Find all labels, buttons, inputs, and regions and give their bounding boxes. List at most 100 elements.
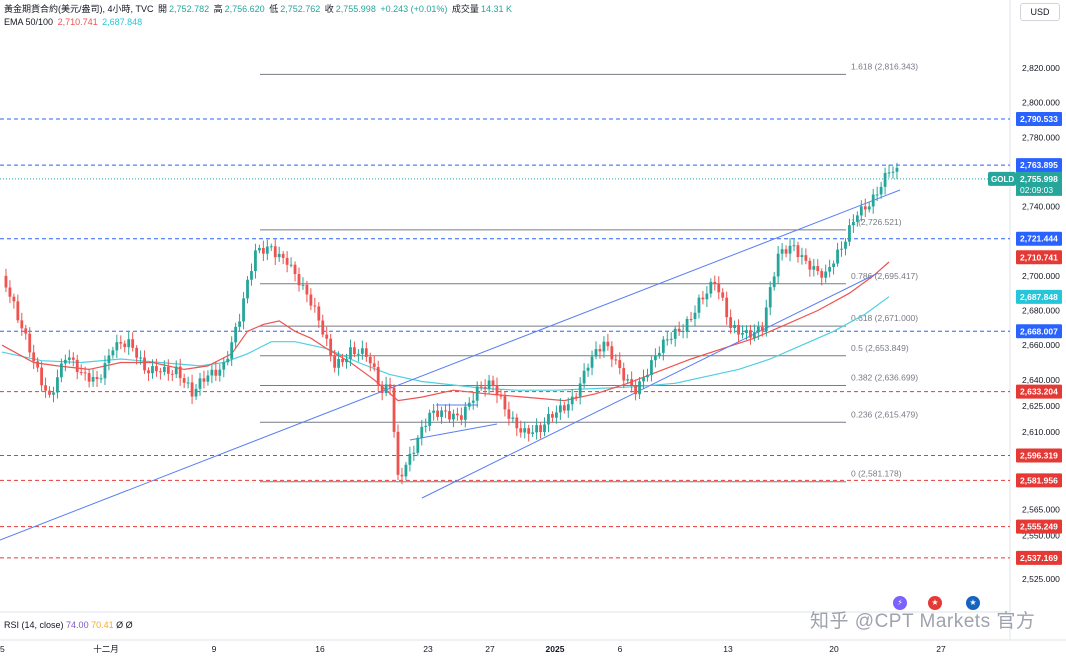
- candle-body: [353, 347, 356, 355]
- lightning-event-icon[interactable]: ⚡: [893, 596, 907, 610]
- candle-body: [547, 414, 550, 425]
- candle-body: [8, 287, 12, 297]
- candle-body: [753, 332, 756, 338]
- candle-body: [891, 171, 895, 173]
- candle-body: [677, 328, 681, 332]
- candle-body: [360, 348, 364, 354]
- candle-body: [24, 328, 28, 334]
- candle-body: [392, 387, 396, 432]
- candle-body: [646, 374, 649, 378]
- candle-body: [218, 369, 222, 376]
- candle-body: [784, 249, 788, 254]
- candle-body: [867, 206, 871, 210]
- fib-level-label: 0.618 (2,671.000): [851, 313, 918, 323]
- candle-body: [412, 452, 416, 454]
- candle-body: [40, 367, 43, 386]
- candle-body: [887, 172, 891, 174]
- candle-body: [721, 292, 725, 298]
- candle-body: [111, 350, 115, 356]
- us-flag-event-icon-2[interactable]: ★: [966, 596, 980, 610]
- candle-body: [729, 317, 733, 329]
- candle-body: [202, 378, 206, 382]
- price-tick-label: 2,525.000: [1022, 574, 1060, 584]
- candle-body: [368, 356, 372, 364]
- candle-body: [582, 370, 586, 384]
- candle-body: [230, 342, 234, 359]
- candle-body: [669, 338, 673, 340]
- candle-body: [768, 287, 772, 308]
- candle-body: [654, 355, 657, 361]
- candle-body: [511, 417, 515, 419]
- currency-button[interactable]: USD: [1020, 3, 1060, 21]
- candle-body: [614, 359, 618, 361]
- trend-line: [421, 272, 879, 499]
- time-tick-label: 20: [829, 644, 839, 654]
- candle-body: [503, 396, 507, 410]
- candle-body: [523, 428, 527, 433]
- price-tick-label: 2,680.000: [1022, 306, 1060, 316]
- candle-body: [285, 257, 289, 265]
- price-tick-label: 2,565.000: [1022, 505, 1060, 515]
- candle-body: [56, 377, 59, 393]
- candle-body: [697, 297, 701, 313]
- ema100-value: 2,687.848: [102, 17, 143, 27]
- candle-body: [440, 410, 443, 417]
- candle-body: [277, 253, 281, 258]
- rsi-extra-1: Ø: [116, 620, 124, 630]
- candle-body: [420, 426, 424, 438]
- candle-body: [135, 347, 139, 358]
- us-flag-event-icon[interactable]: ★: [928, 596, 942, 610]
- ema100-price-tag-bg: [1016, 289, 1062, 304]
- price-tick-label: 2,800.000: [1022, 98, 1060, 108]
- rsi-label: RSI (14, close): [4, 620, 64, 630]
- candle-body: [749, 330, 752, 338]
- candle-body: [60, 363, 63, 378]
- candle-body: [115, 342, 119, 351]
- time-tick-label: 13: [723, 644, 733, 654]
- candle-body: [20, 320, 24, 329]
- chart-legend-ema: EMA 50/100 2,710.741 2,687.848: [4, 17, 144, 28]
- candle-body: [12, 296, 16, 302]
- candle-body: [388, 384, 392, 388]
- candle-body: [685, 318, 689, 332]
- candle-body: [364, 348, 368, 357]
- candle-body: [828, 266, 832, 272]
- support-price-tag: 2,633.204: [1020, 387, 1058, 397]
- candle-body: [301, 284, 305, 286]
- resistance-price-tag: 2,668.007: [1020, 326, 1058, 336]
- candle-body: [4, 275, 8, 288]
- candle-body: [119, 342, 123, 344]
- candle-body: [456, 413, 459, 416]
- candle-body: [380, 384, 384, 394]
- price-tick-label: 2,610.000: [1022, 427, 1060, 437]
- candle-body: [622, 368, 626, 381]
- candle-body: [404, 464, 408, 477]
- candle-body: [329, 338, 333, 356]
- rsi-value: 74.00: [66, 620, 89, 630]
- candle-body: [222, 362, 226, 370]
- candle-body: [499, 395, 503, 397]
- rsi-legend: RSI (14, close) 74.00 70.41 Ø Ø: [4, 620, 133, 630]
- candle-body: [483, 386, 487, 389]
- low-label: 低: [269, 4, 279, 14]
- candle-body: [337, 359, 340, 368]
- time-tick-label: 16: [315, 644, 325, 654]
- candle-body: [812, 266, 816, 270]
- candle-body: [127, 339, 131, 348]
- symbol-tag-bg: [988, 171, 1016, 186]
- resistance-price-tag: 2,763.895: [1020, 160, 1058, 170]
- price-tick-label: 2,820.000: [1022, 63, 1060, 73]
- candle-body: [855, 215, 859, 222]
- candle-body: [701, 297, 705, 300]
- candle-body: [166, 366, 170, 374]
- candle-body: [206, 375, 210, 382]
- candle-body: [725, 297, 729, 318]
- candle-body: [242, 298, 245, 322]
- candle-body: [665, 339, 669, 341]
- low-value: 2,752.762: [280, 4, 321, 14]
- candle-body: [883, 172, 887, 187]
- candle-body: [733, 325, 736, 329]
- candle-body: [246, 279, 249, 299]
- candle-body: [317, 306, 321, 321]
